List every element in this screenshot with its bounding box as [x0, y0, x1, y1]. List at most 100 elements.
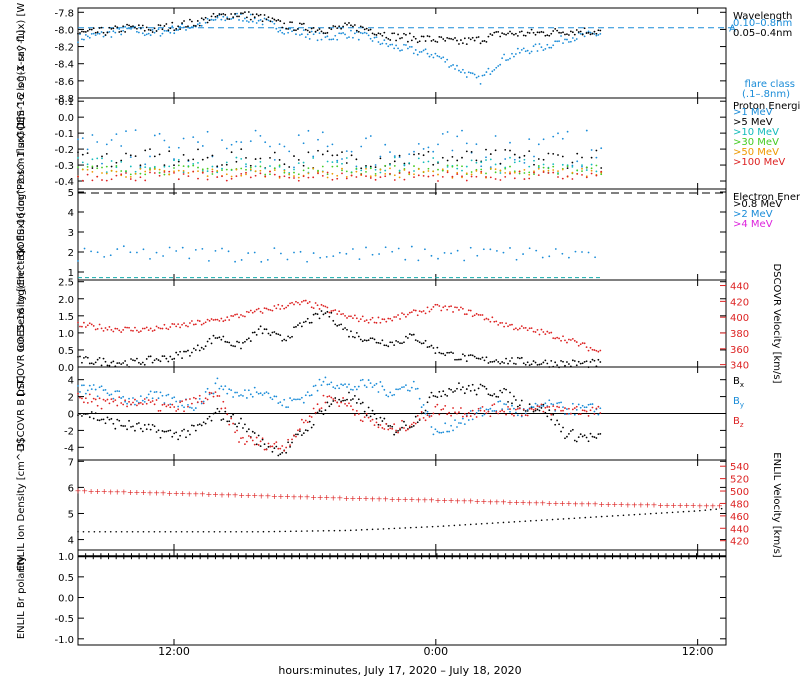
- data-point: [597, 413, 600, 416]
- data-point: [450, 424, 452, 427]
- data-point: [502, 251, 505, 254]
- data-point: [530, 405, 533, 408]
- legend-entry: >30 MeV: [733, 137, 779, 148]
- data-point: [159, 409, 162, 412]
- data-point: [479, 409, 482, 412]
- data-point: [522, 327, 525, 329]
- data-point: [283, 33, 286, 35]
- data-point: [177, 169, 180, 172]
- data-point: +: [120, 488, 127, 497]
- data-point: [129, 175, 132, 178]
- data-point: [257, 530, 259, 533]
- data-point: [312, 176, 315, 179]
- data-point: [344, 327, 346, 329]
- data-point: [403, 386, 405, 388]
- data-point: [297, 173, 300, 176]
- data-point: [446, 164, 449, 167]
- data-point: [298, 428, 301, 431]
- data-point: [187, 349, 189, 352]
- data-point: [534, 407, 537, 410]
- data-point: [326, 401, 329, 404]
- data-point: [189, 406, 191, 409]
- legend-subscript: x: [740, 381, 744, 389]
- data-point: [331, 154, 334, 157]
- data-point: [143, 424, 146, 426]
- data-point: [94, 398, 97, 401]
- data-point: [261, 312, 264, 314]
- data-point: +: [140, 488, 147, 497]
- data-point: [167, 328, 170, 331]
- data-point: [558, 423, 560, 426]
- data-point: [405, 424, 407, 427]
- data-point: [245, 163, 247, 166]
- data-point: [120, 424, 123, 427]
- data-point: [281, 26, 284, 29]
- data-point: [513, 55, 515, 58]
- data-point: +: [114, 487, 121, 496]
- data-point: [576, 173, 579, 175]
- data-point: [182, 137, 185, 140]
- legend-subscript: z: [740, 421, 744, 429]
- data-point: [293, 168, 295, 171]
- data-point: [102, 398, 105, 401]
- data-point: [426, 52, 429, 55]
- data-point: [375, 34, 378, 36]
- data-point: [437, 168, 439, 171]
- data-point: [440, 408, 443, 411]
- data-point: [318, 32, 321, 35]
- data-point: [126, 405, 128, 408]
- data-point: [342, 312, 344, 315]
- data-point: [442, 38, 445, 40]
- data-point: [486, 522, 488, 525]
- data-point: [523, 172, 526, 174]
- data-point: [82, 321, 85, 324]
- data-point: [136, 400, 138, 402]
- data-point: [548, 46, 551, 49]
- data-point: [704, 509, 707, 511]
- data-point: [542, 166, 545, 169]
- data-point: [446, 394, 449, 397]
- data-point: [228, 18, 231, 21]
- panel-frame: [77, 7, 727, 99]
- data-point: [320, 410, 323, 413]
- data-point: [298, 34, 301, 36]
- data-point: [442, 306, 445, 309]
- y-tick-label: 0.0: [58, 363, 74, 374]
- data-point: [452, 352, 454, 355]
- data-point: [259, 13, 262, 16]
- data-point: [485, 71, 488, 73]
- data-point: [331, 178, 334, 181]
- data-point: [93, 530, 96, 533]
- data-point: [548, 399, 551, 402]
- data-point: [383, 417, 386, 420]
- data-point: [159, 436, 162, 439]
- data-point: [391, 394, 394, 397]
- data-point: [359, 318, 362, 321]
- data-point: [287, 441, 290, 444]
- data-point: [491, 316, 494, 319]
- data-point: [398, 176, 401, 179]
- data-point: [190, 424, 193, 427]
- data-point: [147, 329, 150, 331]
- data-point: [163, 165, 166, 168]
- data-point: [556, 29, 559, 32]
- data-point: [465, 165, 468, 168]
- data-point: [546, 43, 549, 46]
- data-point: [151, 397, 154, 400]
- data-point: [149, 169, 151, 171]
- data-point: [157, 28, 160, 31]
- data-point: [389, 424, 392, 427]
- data-point: [413, 173, 415, 176]
- data-point: [264, 167, 267, 170]
- data-point: [395, 429, 398, 432]
- data-point: [522, 408, 525, 411]
- data-point: [304, 28, 307, 31]
- data-point: [499, 172, 502, 174]
- data-point: [245, 156, 247, 159]
- data-point: [240, 12, 242, 15]
- data-point: [497, 324, 500, 326]
- data-point: [275, 441, 278, 444]
- data-point: [302, 29, 305, 32]
- data-point: [84, 31, 87, 33]
- data-point: [503, 387, 506, 390]
